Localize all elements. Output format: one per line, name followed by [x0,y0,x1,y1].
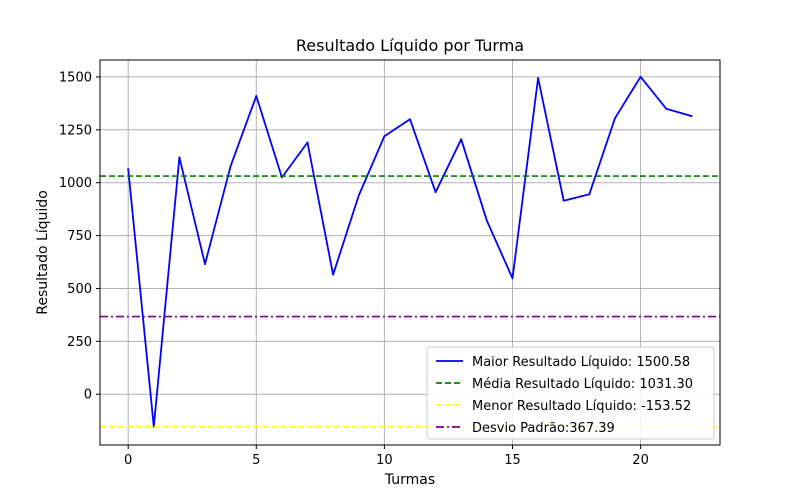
data-point [485,219,488,222]
data-point [306,141,309,144]
data-point [639,75,642,78]
data-point [665,107,668,110]
data-point [511,277,514,280]
data-point [255,95,258,97]
data-point [127,168,130,170]
data-point [357,194,360,197]
legend-entry-label: Maior Resultado Líquido: 1500.58 [472,355,690,370]
grid [100,60,720,445]
legend-box [426,346,715,440]
data-point [562,199,565,202]
x-tick-label: 5 [252,453,260,468]
y-tick-label: 1250 [59,123,92,138]
data-point [537,77,539,79]
data-point [434,191,437,194]
legend-entry-label: Média Resultado Líquido: 1031.30 [472,377,693,392]
data-point [588,193,591,196]
data-point [204,263,206,266]
x-tick-label: 15 [504,453,521,468]
legend-entry-label: Desvio Padrão:367.39 [472,421,615,436]
chart-title: Resultado Líquido por Turma [296,36,524,55]
y-tick-label: 1000 [59,176,92,191]
y-tick-label: 500 [67,282,92,297]
legend-entry-label: Menor Resultado Líquido: -153.52 [472,399,691,414]
data-point [332,273,335,276]
x-tick-label: 0 [124,453,132,468]
x-tick-label: 10 [376,453,393,468]
legend: Maior Resultado Líquido: 1500.58 Média Re… [426,346,715,440]
y-tick-label: 250 [67,335,92,350]
data-point [690,115,693,117]
data-point [614,117,616,120]
data-point [281,176,283,179]
y-tick-label: 1500 [59,70,92,85]
data-point [178,156,181,159]
y-tick-label: 750 [67,229,92,244]
x-tick-label: 20 [632,453,649,468]
data-point [383,135,386,138]
plot-frame [99,59,721,446]
data-point [229,164,232,167]
axis-ticks: 0 5 10 15 20 0 250 500 750 1000 1250 1500 [59,70,649,468]
data-point [460,138,463,141]
y-axis-label: Resultado Líquido [35,190,51,315]
data-point [409,118,411,121]
x-axis-label: Turmas [384,472,435,488]
y-tick-label: 0 [84,388,92,403]
